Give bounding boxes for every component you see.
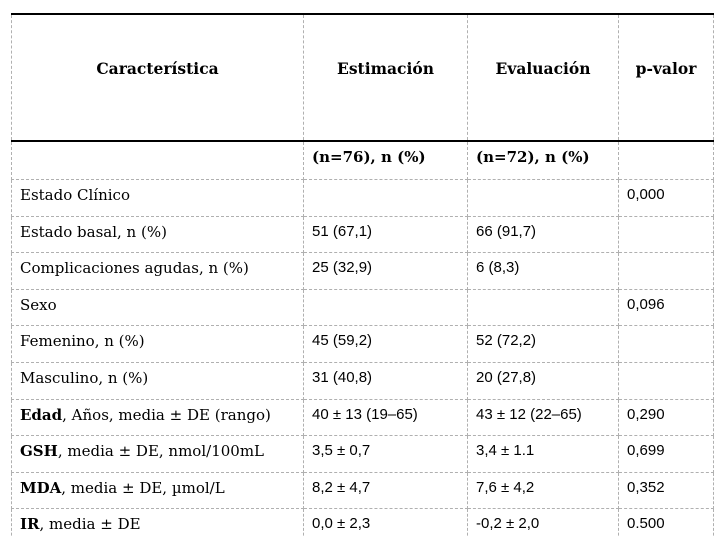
subheader-evaluacion-n: (n=72), n (%) <box>467 140 619 180</box>
header-caracteristica: Característica <box>11 13 304 142</box>
row-label-text: , media ± DE, µmol/L <box>61 478 225 497</box>
cell-p-valor: 0,000 <box>618 179 714 217</box>
cell-estimacion: 51 (67,1) <box>303 215 468 254</box>
cell-estimacion: 8,2 ± 4,7 <box>303 471 468 510</box>
row-label-bold: GSH <box>20 442 58 461</box>
characteristics-table: Característica Estimación Evaluación p-v… <box>11 13 714 537</box>
table-row-edad: Edad, Años, media ± DE (rango) 40 ± 13 (… <box>11 398 714 437</box>
row-label: Edad, Años, media ± DE (rango) <box>11 398 304 437</box>
cell-p-valor: 0,096 <box>618 288 714 327</box>
row-label: MDA, media ± DE, µmol/L <box>11 471 304 510</box>
row-label-text: Femenino, n (%) <box>20 332 145 351</box>
row-label-text: Estado basal, n (%) <box>20 222 167 241</box>
row-label: Estado Clínico <box>11 179 304 217</box>
row-label: Femenino, n (%) <box>11 325 304 363</box>
row-label-text: , media ± DE <box>39 515 141 534</box>
subheader-estimacion-n: (n=76), n (%) <box>303 140 468 180</box>
row-label-bold: IR <box>20 515 40 534</box>
cell-estimacion <box>303 288 468 327</box>
header-estimacion: Estimación <box>303 13 468 142</box>
table-header-row: Característica Estimación Evaluación p-v… <box>11 13 714 142</box>
row-label-text: Complicaciones agudas, n (%) <box>20 259 249 278</box>
cell-p-valor <box>618 252 714 290</box>
cell-p-valor: 0,352 <box>618 471 714 510</box>
cell-p-valor: 0,699 <box>618 435 714 473</box>
table-row-mda: MDA, media ± DE, µmol/L 8,2 ± 4,7 7,6 ± … <box>11 471 714 510</box>
header-evaluacion: Evaluación <box>467 13 619 142</box>
row-label-text: Sexo <box>20 295 57 314</box>
cell-evaluacion: -0,2 ± 2,0 <box>467 508 619 537</box>
table-row-femenino: Femenino, n (%) 45 (59,2) 52 (72,2) <box>11 325 714 363</box>
cell-evaluacion <box>467 179 619 217</box>
cell-p-valor <box>618 361 714 400</box>
row-label-text: Estado Clínico <box>20 186 130 204</box>
cell-evaluacion: 43 ± 12 (22–65) <box>467 398 619 437</box>
table-subheader-row: (n=76), n (%) (n=72), n (%) <box>11 140 714 180</box>
row-label: GSH, media ± DE, nmol/100mL <box>11 435 304 473</box>
table-row-masculino: Masculino, n (%) 31 (40,8) 20 (27,8) <box>11 361 714 400</box>
row-label: Complicaciones agudas, n (%) <box>11 252 304 290</box>
row-label-bold: MDA <box>20 478 62 497</box>
cell-evaluacion: 66 (91,7) <box>467 215 619 254</box>
cell-estimacion: 25 (32,9) <box>303 252 468 290</box>
row-label-text: Masculino, n (%) <box>20 368 149 387</box>
table-row-gsh: GSH, media ± DE, nmol/100mL 3,5 ± 0,7 3,… <box>11 435 714 473</box>
cell-evaluacion <box>467 288 619 327</box>
table-row-complicaciones: Complicaciones agudas, n (%) 25 (32,9) 6… <box>11 252 714 290</box>
row-label: Masculino, n (%) <box>11 361 304 400</box>
row-label-text: , media ± DE, nmol/100mL <box>57 442 265 461</box>
row-label-bold: Edad <box>20 405 63 424</box>
row-label: Sexo <box>11 288 304 327</box>
cell-estimacion: 40 ± 13 (19–65) <box>303 398 468 437</box>
row-label: IR, media ± DE <box>11 508 304 537</box>
subheader-empty <box>618 140 714 180</box>
table-row-ir: IR, media ± DE 0,0 ± 2,3 -0,2 ± 2,0 0.50… <box>11 508 714 537</box>
table-row-estado-clinico: Estado Clínico 0,000 <box>11 179 714 217</box>
table-row-sexo: Sexo 0,096 <box>11 288 714 327</box>
cell-evaluacion: 20 (27,8) <box>467 361 619 400</box>
row-label-text: , Años, media ± DE (rango) <box>62 405 271 424</box>
row-label: Estado basal, n (%) <box>11 215 304 254</box>
cell-evaluacion: 3,4 ± 1.1 <box>467 435 619 473</box>
cell-p-valor <box>618 215 714 254</box>
cell-estimacion: 31 (40,8) <box>303 361 468 400</box>
cell-estimacion: 45 (59,2) <box>303 325 468 363</box>
cell-p-valor <box>618 325 714 363</box>
table-row-estado-basal: Estado basal, n (%) 51 (67,1) 66 (91,7) <box>11 215 714 254</box>
cell-estimacion: 3,5 ± 0,7 <box>303 435 468 473</box>
cell-p-valor: 0.500 <box>618 508 714 537</box>
header-p-valor: p-valor <box>618 13 714 142</box>
subheader-empty <box>11 140 304 180</box>
cell-evaluacion: 6 (8,3) <box>467 252 619 290</box>
cell-evaluacion: 7,6 ± 4,2 <box>467 471 619 510</box>
cell-estimacion: 0,0 ± 2,3 <box>303 508 468 537</box>
cell-evaluacion: 52 (72,2) <box>467 325 619 363</box>
cell-estimacion <box>303 179 468 217</box>
cell-p-valor: 0,290 <box>618 398 714 437</box>
